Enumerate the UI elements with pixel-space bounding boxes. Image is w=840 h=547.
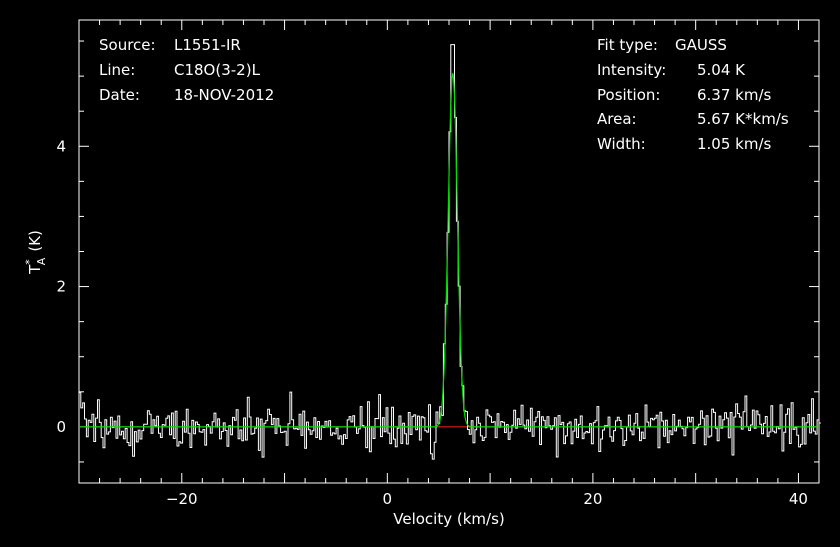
x-axis-label: Velocity (km/s) (393, 510, 504, 528)
axis-tick-labels: −20 0 20 40 0 2 4 (56, 137, 808, 508)
intensity-value: 5.04 K (697, 61, 746, 79)
x-tick-label: 20 (583, 490, 602, 508)
y-axis-label-unit: (K) (26, 230, 44, 252)
x-tick-label: 40 (789, 490, 808, 508)
y-axis-label-sub: A (35, 257, 48, 265)
y-tick-label: 0 (56, 418, 66, 436)
fit-info-right: Fit type: GAUSS Intensity: 5.04 K Positi… (597, 36, 789, 153)
spectrum-line (79, 44, 821, 460)
gaussian-fit-line (79, 72, 819, 428)
width-value: 1.05 km/s (697, 135, 772, 153)
y-axis-label-sup: * (23, 259, 36, 265)
source-key: Source: (99, 36, 156, 54)
x-tick-label: −20 (166, 490, 198, 508)
fit-type-key: Fit type: (597, 36, 658, 54)
intensity-key: Intensity: (597, 61, 666, 79)
position-key: Position: (597, 86, 660, 104)
line-value: C18O(3-2)L (174, 61, 261, 79)
fit-type-value: GAUSS (675, 36, 727, 54)
x-tick-label: 0 (383, 490, 393, 508)
y-axis-label: T*A (K) (23, 230, 48, 275)
position-value: 6.37 km/s (697, 86, 772, 104)
y-tick-label: 2 (56, 278, 66, 296)
y-tick-label: 4 (56, 137, 66, 155)
y-axis-label-base: T (26, 264, 44, 275)
axis-ticks (78, 20, 820, 483)
area-value: 5.67 K*km/s (697, 110, 789, 128)
header-info-left: Source: L1551-IR Line: C18O(3-2)L Date: … (99, 36, 274, 104)
width-key: Width: (597, 135, 646, 153)
line-key: Line: (99, 61, 135, 79)
source-value: L1551-IR (174, 36, 241, 54)
date-value: 18-NOV-2012 (174, 86, 274, 104)
y-axis-label-text: T*A (K) (23, 230, 48, 275)
date-key: Date: (99, 86, 140, 104)
area-key: Area: (597, 110, 637, 128)
